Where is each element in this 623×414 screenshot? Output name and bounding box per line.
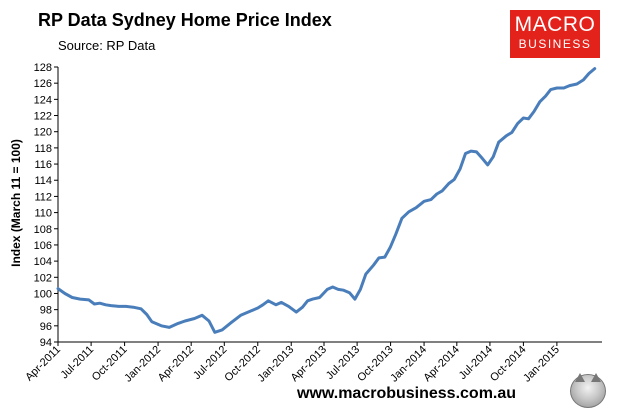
y-tick-label: 98 [40, 305, 52, 317]
y-tick-label: 118 [34, 143, 52, 155]
x-tick-label: Apr-2012 [156, 344, 196, 384]
website-url: www.macrobusiness.com.au [297, 385, 517, 402]
macrobusiness-logo: MACRO BUSINESS [510, 10, 600, 58]
x-tick-label: Jan-2012 [122, 344, 163, 385]
chart-subtitle: Source: RP Data [58, 38, 156, 53]
x-axis: Apr-2011Jul-2011Oct-2011Jan-2012Apr-2012… [23, 341, 602, 385]
y-axis: 94 96 98 100 102 104 106 108 110 112 114 116 118 120 1… [34, 62, 59, 349]
chart-title: RP Data Sydney Home Price Index [38, 10, 332, 30]
x-tick-label: Apr-2011 [23, 344, 63, 384]
y-tick-label: 108 [34, 224, 52, 236]
y-tick-label: 100 [34, 288, 52, 300]
y-tick-label: 112 [34, 191, 52, 203]
series-layer [56, 67, 597, 334]
y-tick-label: 124 [34, 94, 52, 106]
y-tick-label: 110 [34, 208, 52, 220]
x-tick-label: Jan-2015 [521, 344, 562, 385]
y-tick-label: 126 [34, 78, 52, 90]
series-line [56, 67, 597, 334]
y-axis-label: Index (March 11 = 100) [9, 139, 23, 267]
x-tick-label: Apr-2014 [421, 344, 461, 384]
y-tick-label: 122 [34, 111, 52, 123]
y-tick-label: 106 [34, 240, 52, 252]
x-tick-label: Apr-2013 [289, 344, 329, 384]
y-tick-label: 116 [34, 159, 52, 171]
y-tick-label: 114 [34, 175, 52, 187]
y-tick-label: 120 [34, 127, 52, 139]
wolf-mascot-icon [570, 373, 606, 408]
logo-line-1: MACRO [514, 13, 596, 36]
y-tick-label: 104 [34, 256, 52, 268]
y-tick-label: 94 [40, 337, 52, 349]
y-tick-label: 128 [34, 62, 52, 74]
logo-line-2: BUSINESS [518, 37, 592, 51]
y-tick-label: 96 [40, 321, 52, 333]
y-tick-label: 102 [34, 272, 52, 284]
